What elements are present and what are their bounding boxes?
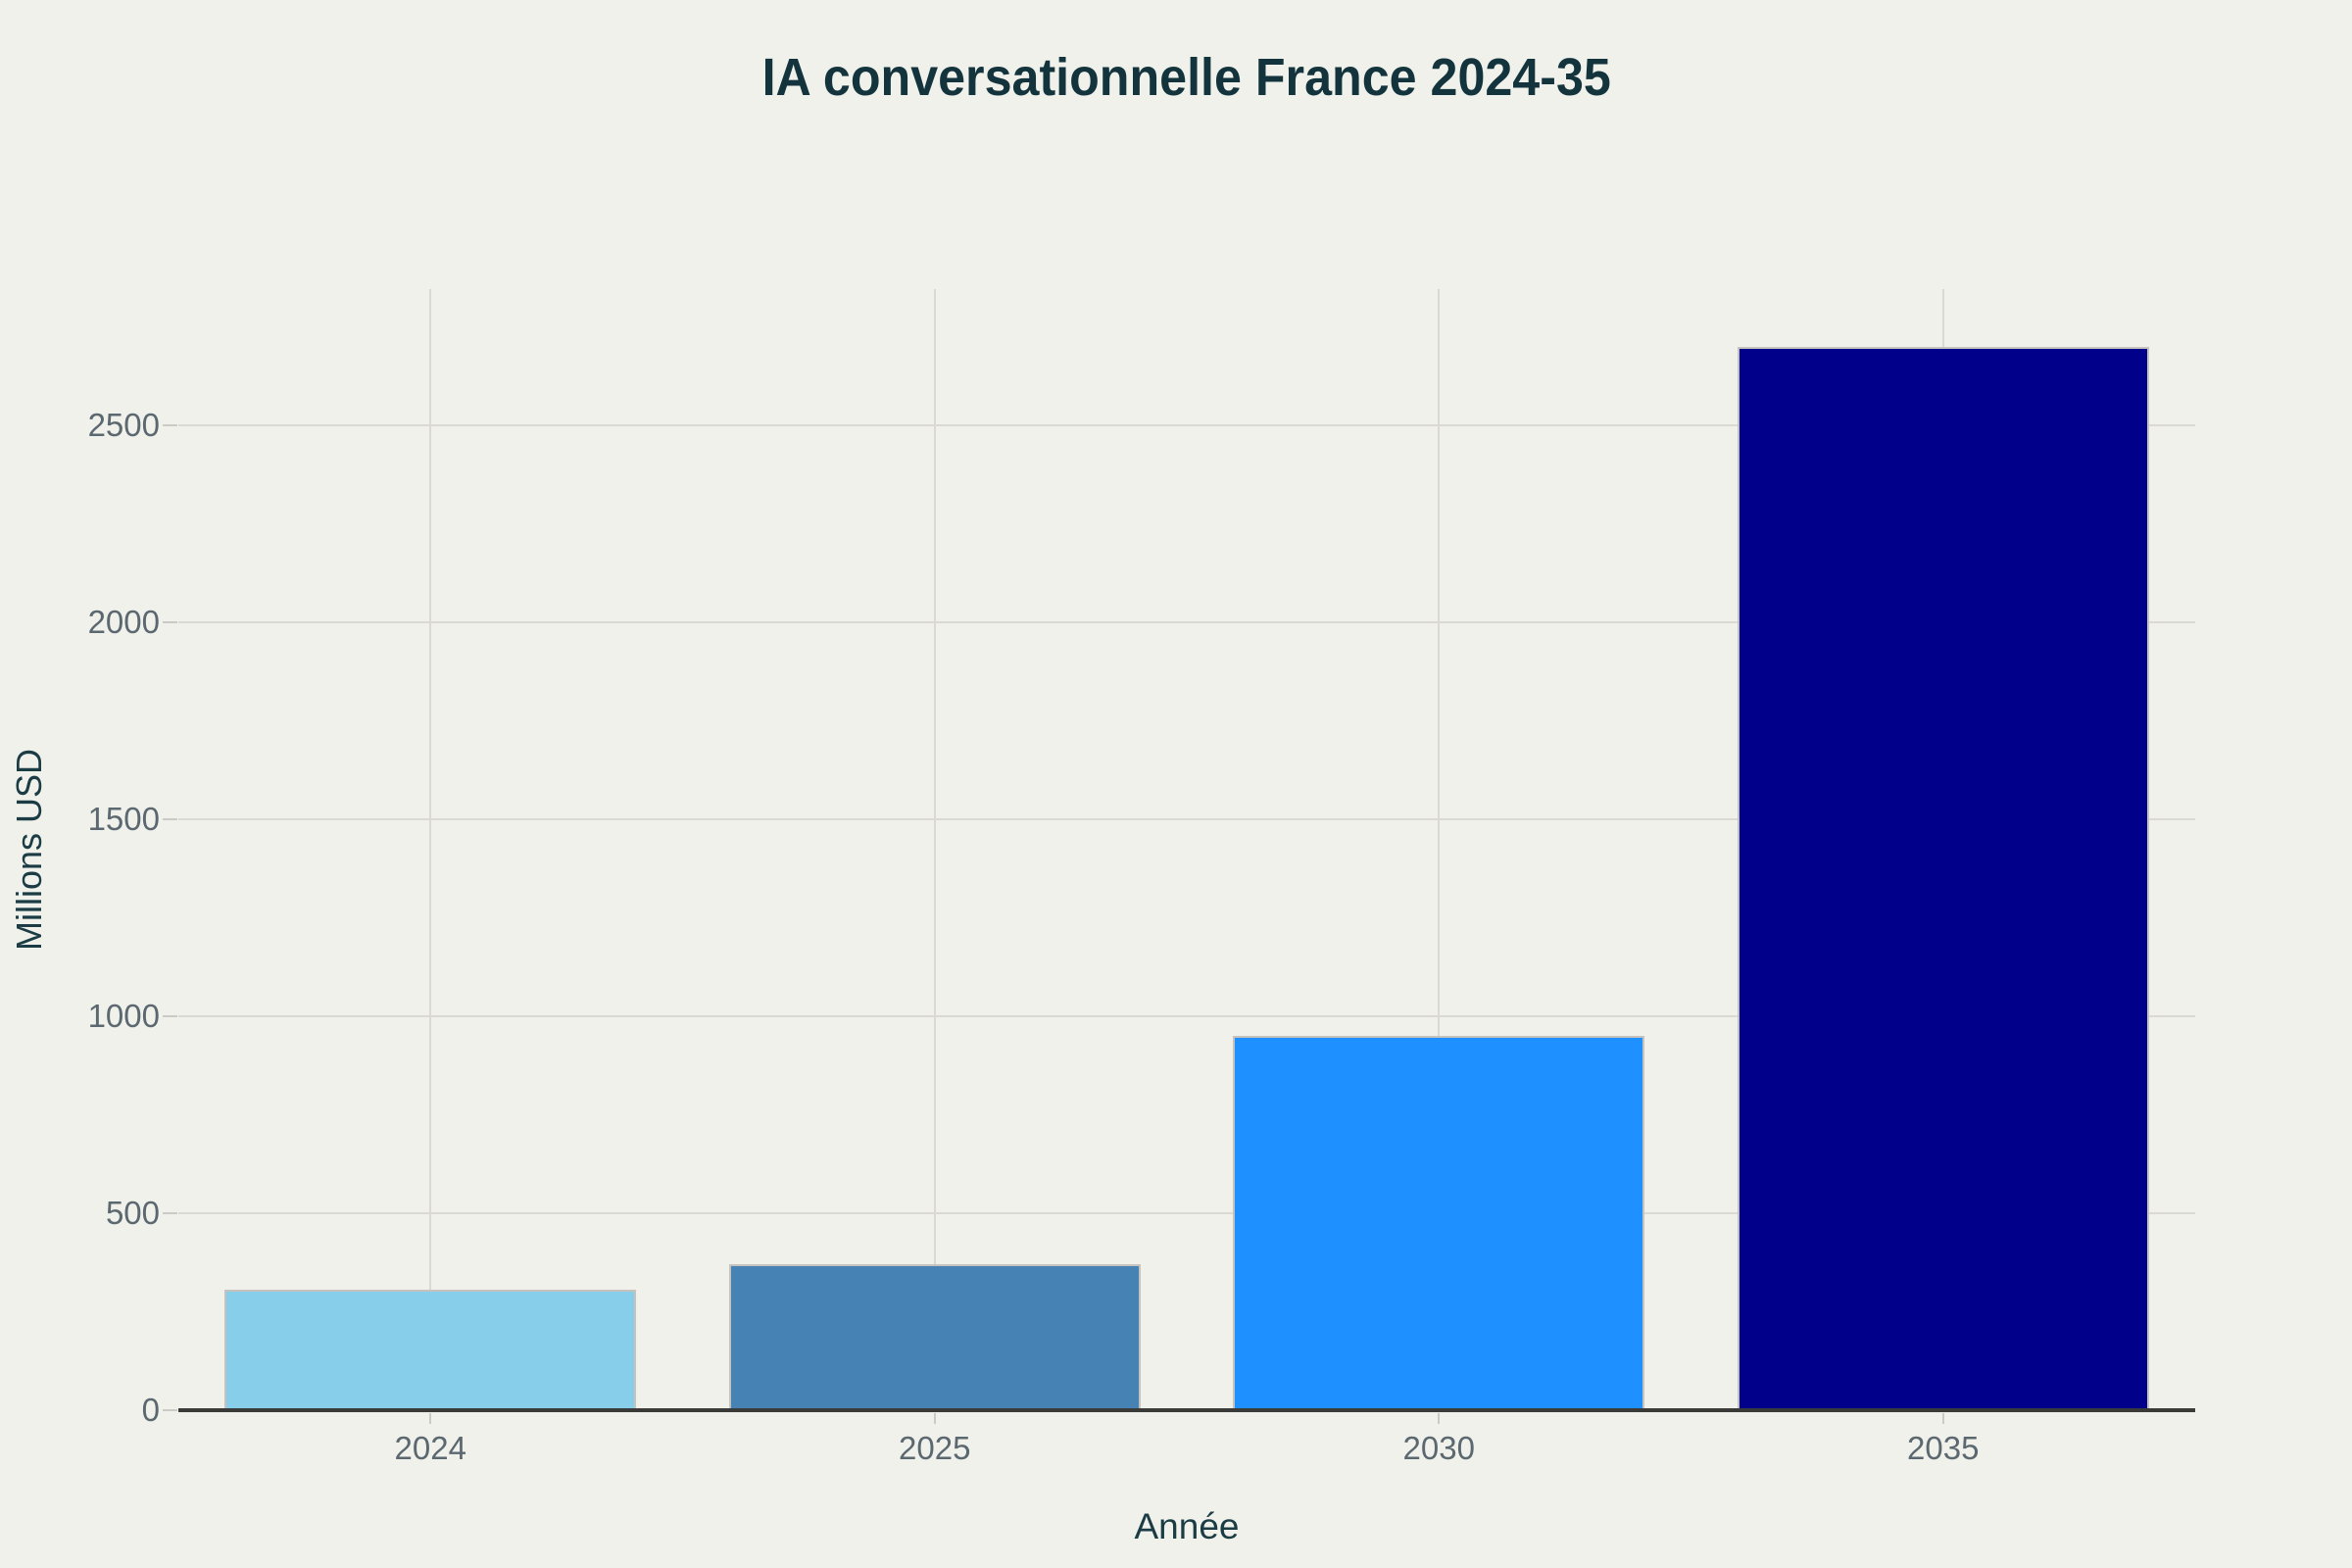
y-tick-mark-2000 xyxy=(163,621,177,623)
gridline-vertical-2024 xyxy=(429,289,432,1410)
x-tick-mark-2025 xyxy=(933,1413,936,1424)
x-tick-label-2035: 2035 xyxy=(1907,1430,1980,1466)
y-tick-label-2000: 2000 xyxy=(87,604,160,640)
y-tick-label-500: 500 xyxy=(105,1195,160,1231)
x-tick-mark-2030 xyxy=(1438,1413,1441,1424)
bar-2025 xyxy=(728,1264,1141,1410)
x-axis-title: Année xyxy=(1134,1506,1240,1546)
y-tick-mark-0 xyxy=(163,1409,177,1411)
y-axis-title: Millions USD xyxy=(9,748,49,952)
x-tick-mark-2024 xyxy=(429,1413,432,1424)
y-tick-mark-500 xyxy=(163,1212,177,1214)
gridline-horizontal-2000 xyxy=(178,621,2195,623)
y-tick-mark-1000 xyxy=(163,1015,177,1017)
chart-title-text: IA conversationnelle France 2024-35 xyxy=(761,48,1612,107)
gridline-vertical-2030 xyxy=(1438,289,1441,1410)
gridline-horizontal-1000 xyxy=(178,1015,2195,1017)
y-tick-label-1500: 1500 xyxy=(87,801,160,837)
y-tick-mark-1500 xyxy=(163,818,177,820)
bar-2035 xyxy=(1737,346,2149,1410)
chart-title: IA conversationnelle France 2024-35 xyxy=(178,47,2195,108)
gridline-horizontal-2500 xyxy=(178,424,2195,426)
y-tick-label-2500: 2500 xyxy=(87,407,160,443)
gridline-vertical-2025 xyxy=(933,289,936,1410)
y-tick-label-0: 0 xyxy=(141,1392,160,1428)
gridline-horizontal-500 xyxy=(178,1212,2195,1214)
plot-area: 0 500 1000 1500 2000 2500 2024 2025 2030 2035 xyxy=(88,289,2195,1465)
bar-2030 xyxy=(1233,1036,1645,1410)
x-tick-label-2024: 2024 xyxy=(394,1430,466,1466)
y-tick-mark-2500 xyxy=(163,424,177,426)
x-tick-label-2030: 2030 xyxy=(1402,1430,1475,1466)
y-tick-label-1000: 1000 xyxy=(87,998,160,1034)
bar-2024 xyxy=(224,1290,637,1410)
x-tick-label-2025: 2025 xyxy=(899,1430,971,1466)
gridline-horizontal-1500 xyxy=(178,818,2195,820)
x-tick-mark-2035 xyxy=(1941,1413,1944,1424)
x-axis-line xyxy=(178,1408,2195,1412)
